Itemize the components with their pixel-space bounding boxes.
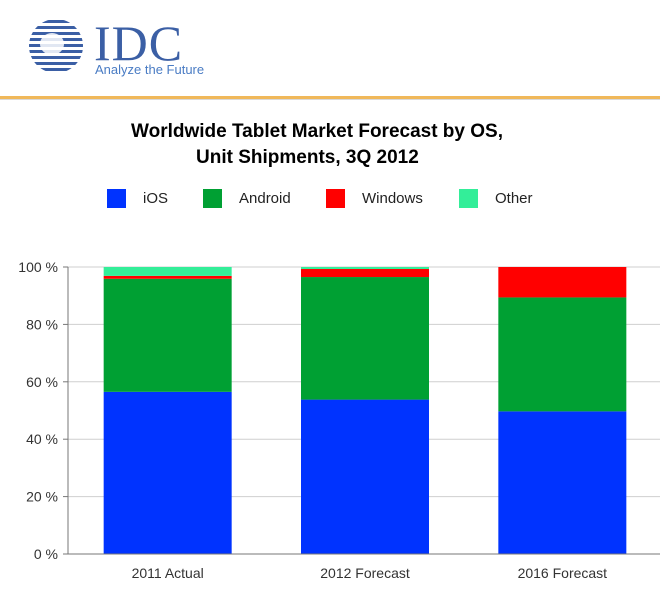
bar-segment-ios [103,391,232,554]
y-tick-label: 80 % [26,316,58,332]
bar-segment-android [498,297,627,412]
bar-segment-windows [498,267,627,298]
legend-swatch-ios [107,189,126,208]
chart-subtitle: Unit Shipments, 3Q 2012 [196,147,419,168]
legend-label-windows: Windows [362,190,423,207]
y-tick-label: 20 % [26,489,58,505]
stacked-bar-chart: 0 % 20 % 40 % 60 % 80 % 100 % 2011 Actual 2012 … [18,259,660,581]
legend-label-android: Android [239,190,291,207]
bar-segment-ios [301,399,429,554]
header: IDC Analyze the Future [0,0,660,97]
idc-tagline: Analyze the Future [95,62,205,77]
x-tick-label: 2011 Actual [132,565,204,581]
bar-segment-windows [301,269,429,278]
bar-segment-windows [103,275,232,279]
chart-title: Worldwide Tablet Market Forecast by OS, [131,121,503,142]
y-tick-label: 100 % [18,259,58,275]
y-tick-label: 40 % [26,431,58,447]
chart-legend: iOS Android Windows Other [0,188,660,212]
legend-swatch-other [459,189,478,208]
y-tick-label: 60 % [26,374,58,390]
bar-segment-other [103,267,232,276]
header-divider [0,96,660,99]
legend-label-ios: iOS [143,190,169,207]
bar-segment-other [301,267,429,270]
bar-segment-android [301,277,429,400]
idc-globe-icon [29,19,83,73]
x-tick-label: 2016 Forecast [518,565,608,581]
bar-segment-ios [498,411,627,554]
bar-segment-android [103,278,232,392]
x-tick-label: 2012 Forecast [320,565,410,581]
header-divider-shadow [0,99,660,100]
legend-label-other: Other [495,190,533,207]
idc-logo-text: IDC [94,15,184,71]
legend-swatch-android [203,189,222,208]
legend-swatch-windows [326,189,345,208]
y-tick-label: 0 % [34,546,58,562]
